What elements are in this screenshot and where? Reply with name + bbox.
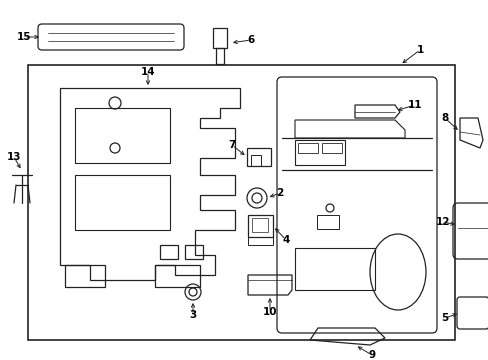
- Text: 2: 2: [276, 188, 283, 198]
- Bar: [75, 108, 170, 163]
- Bar: [247, 237, 272, 245]
- Bar: [251, 218, 267, 232]
- Bar: [316, 215, 338, 229]
- Bar: [184, 245, 203, 259]
- Bar: [294, 248, 374, 290]
- Text: 11: 11: [407, 100, 421, 110]
- Text: 7: 7: [228, 140, 235, 150]
- Text: 5: 5: [441, 313, 447, 323]
- Text: 6: 6: [247, 35, 254, 45]
- Bar: [297, 143, 317, 153]
- Bar: [75, 175, 170, 230]
- Bar: [250, 155, 261, 166]
- Text: 8: 8: [441, 113, 447, 123]
- Bar: [28, 65, 454, 340]
- Bar: [65, 265, 105, 287]
- Text: 13: 13: [7, 152, 21, 162]
- Text: 15: 15: [17, 32, 31, 42]
- Bar: [321, 143, 341, 153]
- Bar: [216, 48, 224, 64]
- Bar: [160, 245, 178, 259]
- Text: 10: 10: [262, 307, 277, 317]
- Text: 1: 1: [415, 45, 423, 55]
- Bar: [213, 28, 226, 48]
- Bar: [155, 265, 200, 287]
- Text: 4: 4: [282, 235, 289, 245]
- Text: 3: 3: [189, 310, 196, 320]
- Text: 9: 9: [367, 350, 375, 360]
- Bar: [246, 148, 270, 166]
- Text: 12: 12: [435, 217, 449, 227]
- Text: 14: 14: [141, 67, 155, 77]
- Bar: [247, 215, 272, 237]
- Bar: [294, 140, 345, 165]
